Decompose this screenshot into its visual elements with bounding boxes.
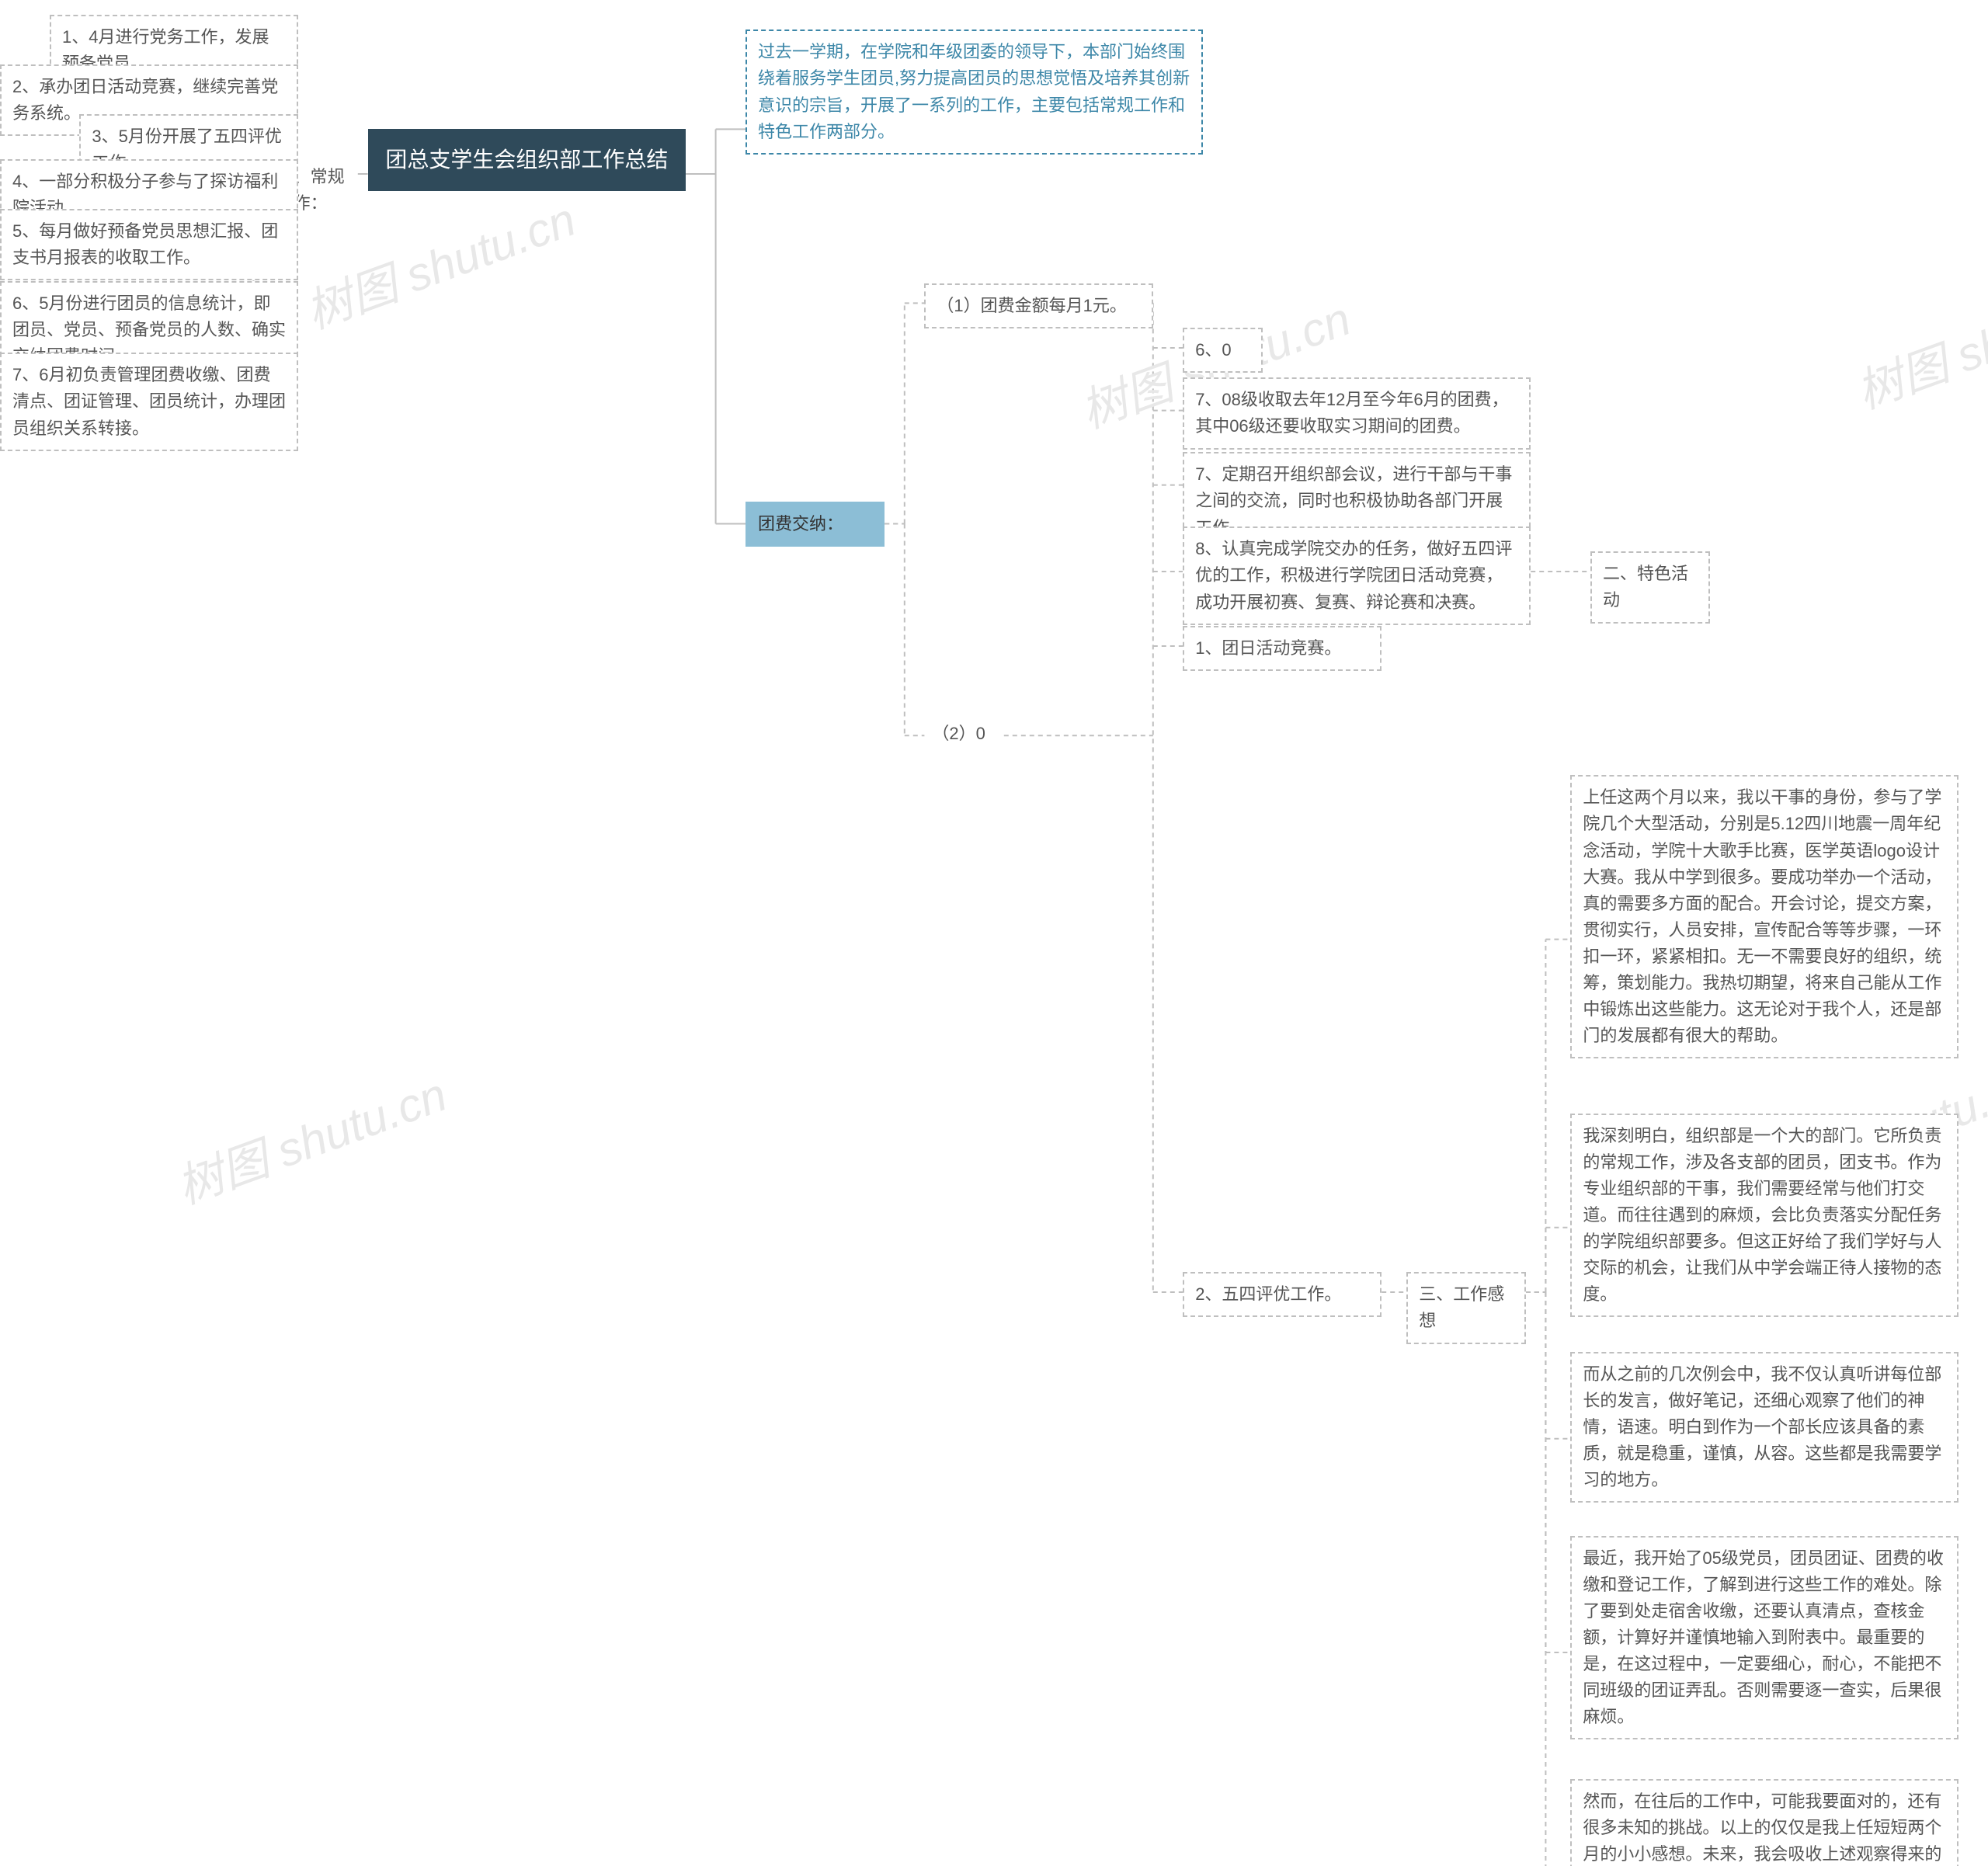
section3-label: 三、工作感想 [1406, 1272, 1526, 1343]
section1-item: 5、每月做好预备党员思想汇报、团支书月报表的收取工作。 [0, 209, 298, 280]
fee-sub-item: 8、认真完成学院交办的任务，做好五四评优的工作，积极进行学院团日活动竞赛，成功开… [1183, 526, 1531, 624]
watermark: 树图 shutu.cn [1846, 262, 1988, 422]
root-node: 团总支学生会组织部工作总结 [368, 129, 686, 190]
fee-item-1: （1）团费金额每月1元。 [924, 283, 1152, 328]
watermark: 树图 shutu.cn [166, 1057, 454, 1217]
fee-2-label: （2）0 [924, 716, 1003, 752]
section2-label: 二、特色活动 [1590, 551, 1710, 623]
reflection-item: 上任这两个月以来，我以干事的身份，参与了学院几个大型活动，分别是5.12四川地震… [1570, 775, 1958, 1058]
section1-item: 7、6月初负责管理团费收缴、团费清点、团证管理、团员统计，办理团员组织关系转接。 [0, 353, 298, 450]
reflection-item: 然而，在往后的工作中，可能我要面对的，还有很多未知的挑战。以上的仅仅是我上任短短… [1570, 1779, 1958, 1866]
fee-sub-item: 6、0 [1183, 328, 1262, 373]
reflection-item: 最近，我开始了05级党员，团员团证、团费的收缴和登记工作，了解到进行这些工作的难… [1570, 1536, 1958, 1740]
fee-sub-item: 7、08级收取去年12月至今年6月的团费，其中06级还要收取实习期间的团费。 [1183, 377, 1531, 449]
intro-node: 过去一学期，在学院和年级团委的领导下，本部门始终围绕着服务学生团员,努力提高团员… [746, 30, 1203, 154]
fee-sub-item: 1、团日活动竞赛。 [1183, 626, 1382, 671]
wusi-node: 2、五四评优工作。 [1183, 1272, 1382, 1317]
reflection-item: 我深刻明白，组织部是一个大的部门。它所负责的常规工作，涉及各支部的团员，团支书。… [1570, 1114, 1958, 1318]
reflection-item: 而从之前的几次例会中，我不仅认真听讲每位部长的发言，做好笔记，还细心观察了他们的… [1570, 1352, 1958, 1503]
mindmap-canvas: 树图 shutu.cn树图 shutu.cn树图 shutu.cn树图 shut… [0, 0, 1988, 1866]
fee-label: 团费交纳： [746, 502, 885, 547]
